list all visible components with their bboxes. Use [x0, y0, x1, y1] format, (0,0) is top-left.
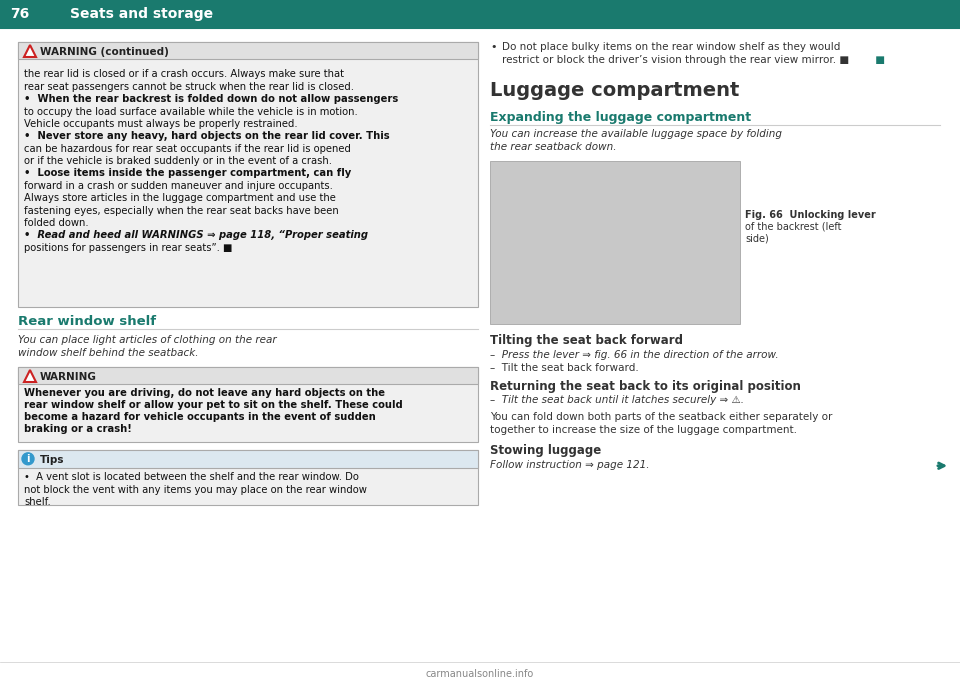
- Text: •: •: [490, 41, 496, 52]
- Text: to occupy the load surface available while the vehicle is in motion.: to occupy the load surface available whi…: [24, 107, 358, 116]
- Text: Stowing luggage: Stowing luggage: [490, 444, 601, 457]
- Text: not block the vent with any items you may place on the rear window: not block the vent with any items you ma…: [24, 485, 367, 494]
- FancyBboxPatch shape: [0, 0, 960, 28]
- Text: Fig. 66  Unlocking lever: Fig. 66 Unlocking lever: [745, 210, 876, 220]
- Text: side): side): [745, 234, 769, 244]
- Text: WARNING: WARNING: [40, 371, 97, 381]
- Circle shape: [22, 453, 34, 464]
- FancyBboxPatch shape: [18, 41, 478, 307]
- Text: You can place light articles of clothing on the rear: You can place light articles of clothing…: [18, 335, 276, 345]
- Text: Tips: Tips: [40, 455, 64, 465]
- Text: Follow instruction ⇒ page 121.: Follow instruction ⇒ page 121.: [490, 460, 650, 470]
- Text: You can increase the available luggage space by folding: You can increase the available luggage s…: [490, 129, 782, 139]
- Text: –  Tilt the seat back until it latches securely ⇒ ⚠.: – Tilt the seat back until it latches se…: [490, 395, 744, 405]
- FancyBboxPatch shape: [18, 450, 478, 468]
- Text: •  Loose items inside the passenger compartment, can fly: • Loose items inside the passenger compa…: [24, 169, 351, 178]
- FancyBboxPatch shape: [490, 160, 740, 324]
- Text: window shelf behind the seatback.: window shelf behind the seatback.: [18, 348, 199, 358]
- Text: Rear window shelf: Rear window shelf: [18, 315, 156, 328]
- Text: restrict or block the driver’s vision through the rear view mirror. ■: restrict or block the driver’s vision th…: [502, 54, 850, 65]
- Text: together to increase the size of the luggage compartment.: together to increase the size of the lug…: [490, 425, 797, 435]
- Text: the rear seatback down.: the rear seatback down.: [490, 141, 616, 152]
- FancyBboxPatch shape: [18, 450, 478, 505]
- Text: of the backrest (left: of the backrest (left: [745, 222, 842, 232]
- Text: can be hazardous for rear seat occupants if the rear lid is opened: can be hazardous for rear seat occupants…: [24, 143, 350, 154]
- Text: •  A vent slot is located between the shelf and the rear window. Do: • A vent slot is located between the she…: [24, 472, 359, 481]
- Text: Luggage compartment: Luggage compartment: [490, 81, 739, 100]
- Text: Seats and storage: Seats and storage: [70, 7, 213, 21]
- Text: i: i: [26, 454, 30, 464]
- Text: Returning the seat back to its original position: Returning the seat back to its original …: [490, 379, 801, 392]
- Text: braking or a crash!: braking or a crash!: [24, 424, 132, 434]
- Text: WARNING (continued): WARNING (continued): [40, 46, 169, 56]
- Text: •  When the rear backrest is folded down do not allow passengers: • When the rear backrest is folded down …: [24, 94, 398, 104]
- Text: Whenever you are driving, do not leave any hard objects on the: Whenever you are driving, do not leave a…: [24, 388, 385, 398]
- Text: the rear lid is closed or if a crash occurs. Always make sure that: the rear lid is closed or if a crash occ…: [24, 69, 344, 80]
- Text: fastening eyes, especially when the rear seat backs have been: fastening eyes, especially when the rear…: [24, 205, 339, 216]
- FancyBboxPatch shape: [18, 41, 478, 59]
- Text: –  Tilt the seat back forward.: – Tilt the seat back forward.: [490, 362, 638, 373]
- FancyBboxPatch shape: [18, 367, 478, 442]
- Text: •  Never store any heavy, hard objects on the rear lid cover. This: • Never store any heavy, hard objects on…: [24, 131, 390, 141]
- Text: rear seat passengers cannot be struck when the rear lid is closed.: rear seat passengers cannot be struck wh…: [24, 82, 354, 92]
- Text: ■: ■: [872, 54, 885, 65]
- Text: forward in a crash or sudden maneuver and injure occupants.: forward in a crash or sudden maneuver an…: [24, 181, 333, 191]
- Text: or if the vehicle is braked suddenly or in the event of a crash.: or if the vehicle is braked suddenly or …: [24, 156, 332, 166]
- Text: folded down.: folded down.: [24, 218, 88, 228]
- Text: Tilting the seat back forward: Tilting the seat back forward: [490, 334, 683, 347]
- Text: Always store articles in the luggage compartment and use the: Always store articles in the luggage com…: [24, 193, 336, 203]
- Text: Do not place bulky items on the rear window shelf as they would: Do not place bulky items on the rear win…: [502, 41, 840, 52]
- Text: positions for passengers in rear seats”. ■: positions for passengers in rear seats”.…: [24, 243, 232, 253]
- Text: •  Read and heed all WARNINGS ⇒ page 118, “Proper seating: • Read and heed all WARNINGS ⇒ page 118,…: [24, 231, 368, 241]
- Text: 76: 76: [10, 7, 29, 21]
- Text: You can fold down both parts of the seatback either separately or: You can fold down both parts of the seat…: [490, 412, 832, 422]
- Text: Vehicle occupants must always be properly restrained.: Vehicle occupants must always be properl…: [24, 119, 298, 129]
- Text: –  Press the lever ⇒ fig. 66 in the direction of the arrow.: – Press the lever ⇒ fig. 66 in the direc…: [490, 350, 779, 360]
- Text: Expanding the luggage compartment: Expanding the luggage compartment: [490, 111, 751, 124]
- FancyBboxPatch shape: [18, 367, 478, 384]
- Text: become a hazard for vehicle occupants in the event of sudden: become a hazard for vehicle occupants in…: [24, 412, 375, 422]
- Text: shelf.: shelf.: [24, 498, 51, 507]
- Text: carmanualsonline.info: carmanualsonline.info: [426, 669, 534, 679]
- Text: rear window shelf or allow your pet to sit on the shelf. These could: rear window shelf or allow your pet to s…: [24, 401, 403, 410]
